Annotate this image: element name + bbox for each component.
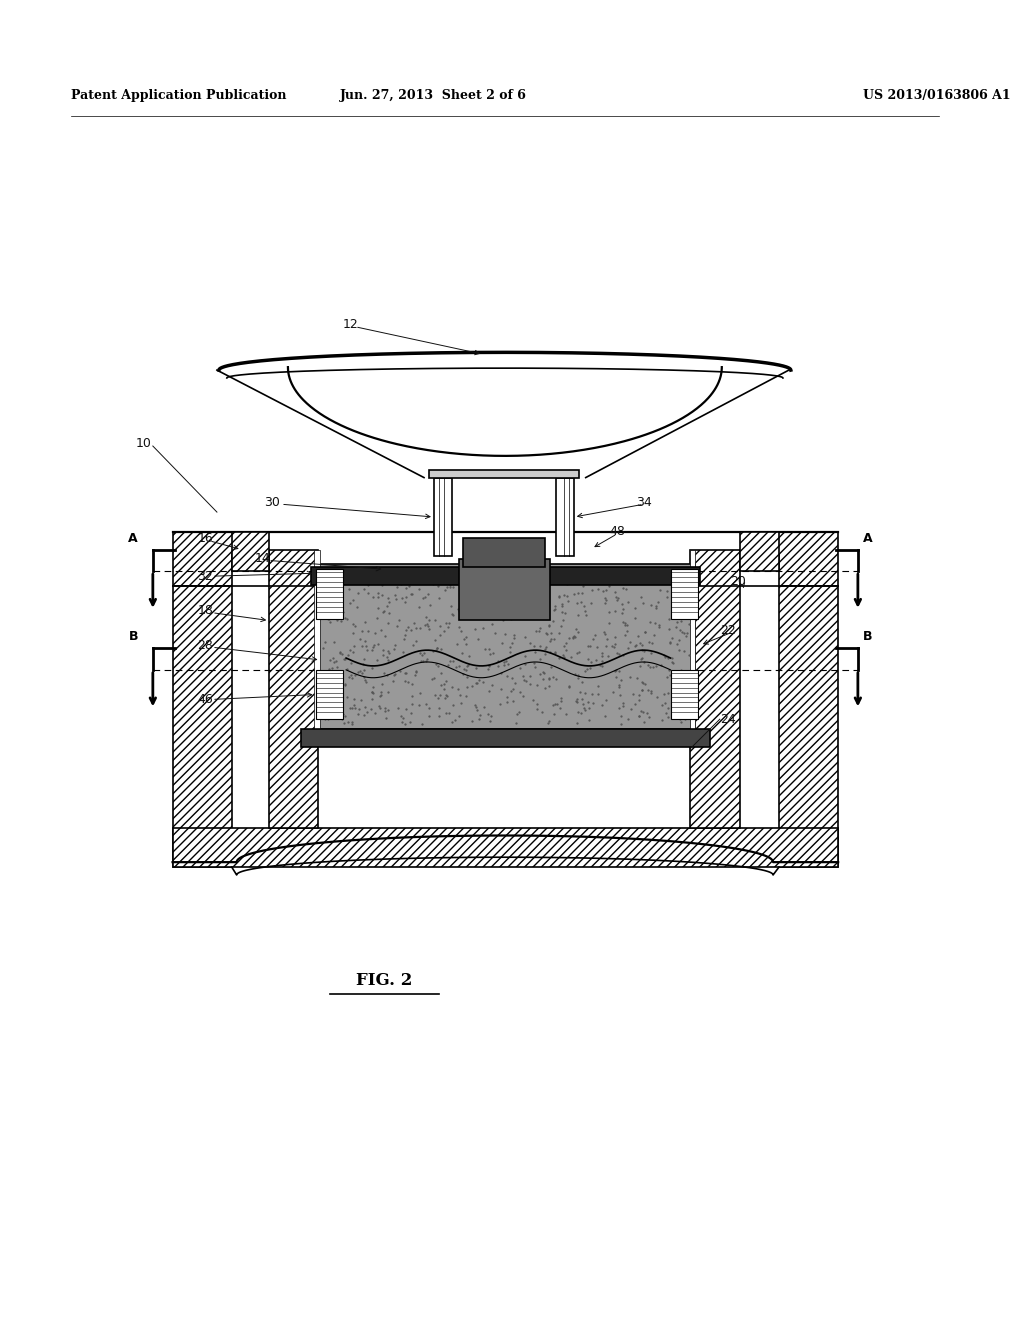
Bar [269, 549, 318, 828]
Text: 28: 28 [198, 639, 213, 652]
Text: 32: 32 [198, 570, 213, 582]
Bar [779, 586, 839, 867]
Text: 48: 48 [609, 525, 626, 539]
Bar [429, 470, 579, 478]
Bar [739, 532, 779, 572]
Text: 12: 12 [343, 318, 358, 331]
Text: 34: 34 [636, 496, 651, 508]
Bar [231, 532, 269, 572]
Text: 16: 16 [198, 532, 213, 545]
Text: Jun. 27, 2013  Sheet 2 of 6: Jun. 27, 2013 Sheet 2 of 6 [340, 90, 527, 103]
Bar [690, 549, 739, 828]
Text: B: B [129, 630, 138, 643]
Bar [315, 669, 343, 719]
Text: 10: 10 [136, 437, 152, 450]
Text: FIG. 2: FIG. 2 [356, 972, 413, 989]
Bar [301, 729, 710, 747]
Text: Patent Application Publication: Patent Application Publication [71, 90, 287, 103]
Text: B: B [863, 630, 872, 643]
Bar [315, 569, 343, 619]
Text: 22: 22 [720, 624, 735, 638]
Bar [690, 549, 695, 729]
Polygon shape [217, 352, 791, 478]
Bar [671, 669, 698, 719]
Bar [173, 828, 839, 867]
Text: 14: 14 [254, 552, 270, 565]
Text: US 2013/0163806 A1: US 2013/0163806 A1 [863, 90, 1011, 103]
Bar [313, 549, 321, 729]
Text: 18: 18 [198, 605, 213, 618]
Text: 30: 30 [264, 496, 281, 508]
Bar [173, 586, 231, 867]
Bar [434, 478, 452, 557]
Polygon shape [750, 532, 839, 586]
Bar [310, 568, 700, 585]
Bar [315, 565, 695, 729]
Text: 46: 46 [198, 693, 213, 706]
Text: 24: 24 [720, 713, 735, 726]
Bar [671, 569, 698, 619]
Text: A: A [128, 532, 138, 545]
Polygon shape [173, 532, 261, 586]
Bar [556, 478, 573, 557]
Bar [464, 537, 546, 568]
Bar [459, 560, 550, 619]
Text: 20: 20 [730, 574, 745, 587]
Text: A: A [863, 532, 872, 545]
